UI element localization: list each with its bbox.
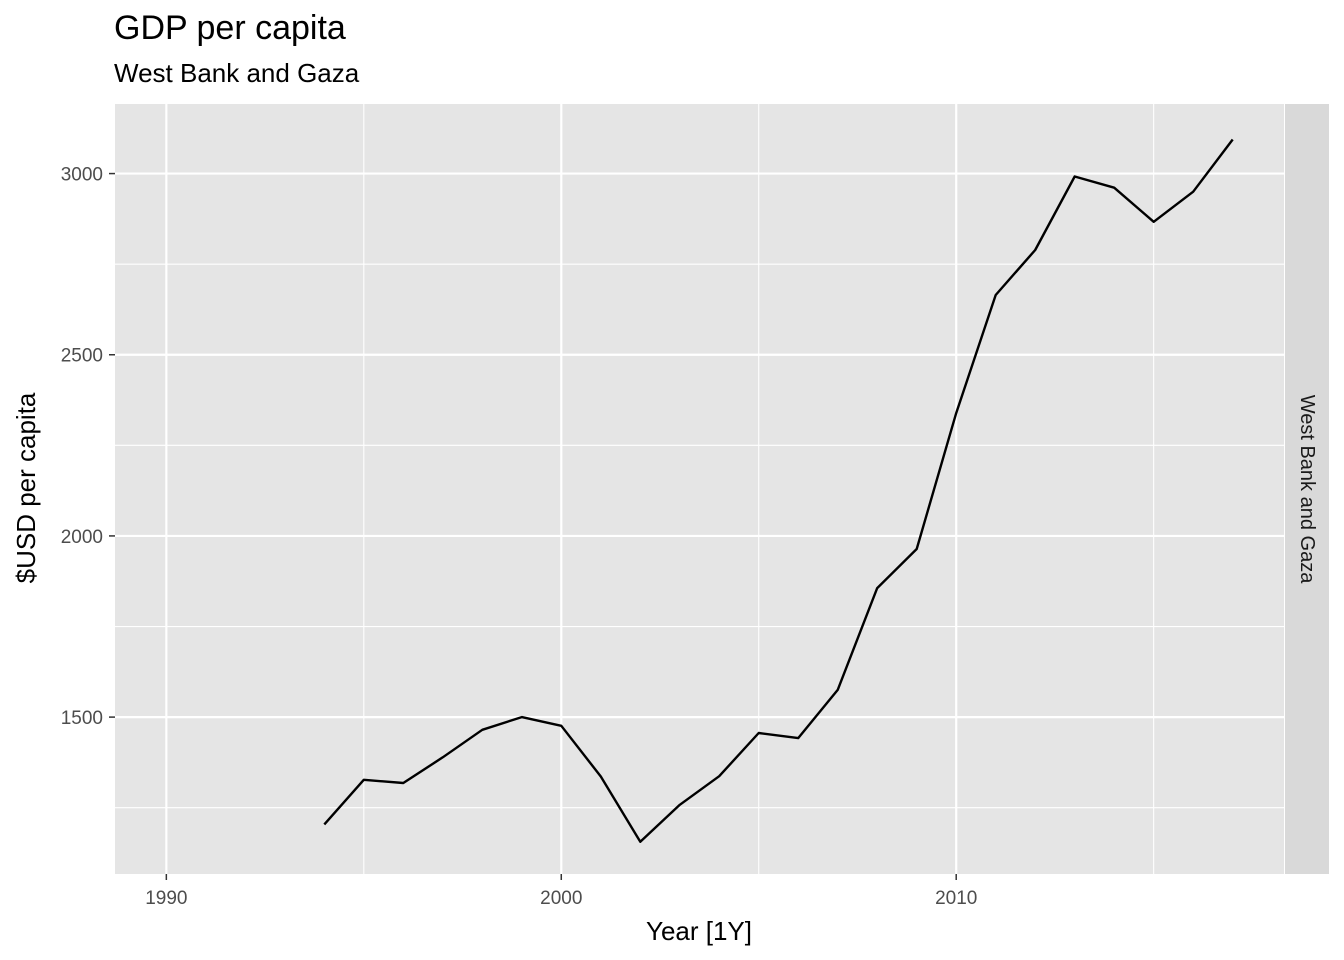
x-tick-label: 1990 <box>145 888 187 909</box>
major-gridlines <box>115 104 1284 874</box>
plot-panel <box>115 104 1284 874</box>
series-line <box>323 138 1234 843</box>
y-axis-title: $USD per capita <box>11 392 41 583</box>
x-axis: 1990 2000 2010 <box>145 874 977 909</box>
minor-gridlines <box>115 104 1284 874</box>
x-axis-title: Year [1Y] <box>646 916 752 946</box>
x-tick-label: 2010 <box>935 888 977 909</box>
y-tick-label: 1500 <box>61 708 103 729</box>
chart-title: GDP per capita <box>114 9 346 47</box>
y-axis: 1500 2000 2500 3000 <box>61 165 115 729</box>
y-tick-label: 3000 <box>61 165 103 186</box>
x-tick-label: 2000 <box>540 888 582 909</box>
facet-strip <box>1285 104 1329 874</box>
chart-subtitle: West Bank and Gaza <box>114 58 360 88</box>
facet-strip-label: West Bank and Gaza <box>1296 395 1318 585</box>
y-tick-label: 2500 <box>61 346 103 367</box>
y-tick-label: 2000 <box>61 527 103 548</box>
series-layer <box>323 138 1234 843</box>
